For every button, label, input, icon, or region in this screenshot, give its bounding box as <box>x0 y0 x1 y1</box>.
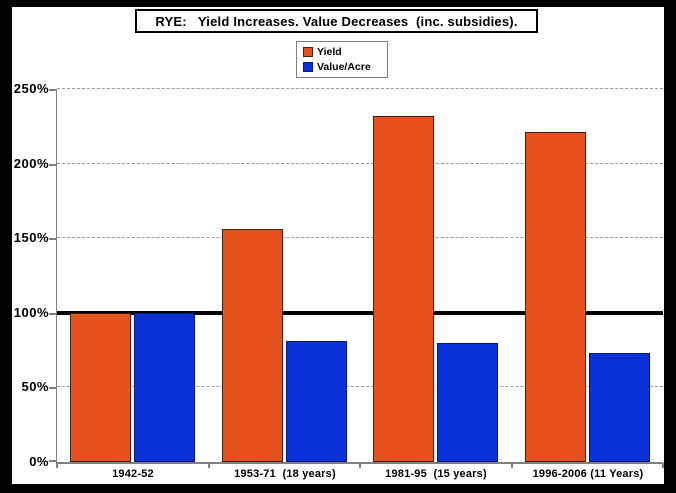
y-axis-label: 50% <box>21 379 49 395</box>
x-axis-tick <box>511 463 513 468</box>
y-axis-tick <box>49 387 57 390</box>
x-axis-tick <box>56 463 58 468</box>
x-axis-tick <box>662 463 664 468</box>
y-axis-tick <box>49 238 57 241</box>
y-axis-tick <box>49 163 57 166</box>
gridline <box>57 88 663 89</box>
bar-yield-3 <box>525 132 586 462</box>
gridline <box>57 237 663 239</box>
bar-value-acre-3 <box>589 353 650 462</box>
bar-value-acre-2 <box>437 343 498 462</box>
y-axis-label: 150% <box>13 230 49 246</box>
y-axis-tick <box>49 89 57 91</box>
y-axis-tick <box>49 460 57 462</box>
legend: Yield Value/Acre <box>296 41 388 78</box>
legend-swatch-value-acre <box>303 62 313 72</box>
y-axis-label: 250% <box>13 81 49 96</box>
gridline <box>57 386 663 388</box>
legend-item-yield: Yield <box>303 46 380 58</box>
x-axis-label: 1942-52 <box>112 468 154 480</box>
x-axis-label: 1981-95 (15 years) <box>385 468 487 480</box>
bar-yield-1 <box>222 229 283 462</box>
legend-swatch-yield <box>303 47 313 57</box>
bar-value-acre-0 <box>134 313 195 462</box>
legend-label-yield: Yield <box>317 46 342 58</box>
legend-item-value-acre: Value/Acre <box>303 61 380 73</box>
bar-value-acre-1 <box>286 341 347 462</box>
y-axis-label: 100% <box>13 304 49 320</box>
reference-line-100pct <box>57 310 663 315</box>
chart-canvas: RYE: Yield Increases. Value Decreases (i… <box>12 7 664 484</box>
x-axis-label: 1996-2006 (11 Years) <box>532 468 644 480</box>
x-axis-tick <box>359 463 361 468</box>
plot-area: 0% 50% 100% 150% 200% 250% 1942-52 1953-71 (18 … <box>14 81 664 480</box>
chart-title: RYE: Yield Increases. Value Decreases (i… <box>155 13 518 29</box>
legend-label-value-acre: Value/Acre <box>317 61 371 73</box>
bar-yield-0 <box>70 313 131 462</box>
gridline <box>57 162 663 164</box>
y-axis-label: 0% <box>29 454 49 469</box>
bar-yield-2 <box>373 116 434 462</box>
x-axis-label: 1953-71 (18 years) <box>234 468 336 480</box>
y-axis-tick <box>49 312 57 315</box>
y-axis-label: 200% <box>13 155 49 171</box>
chart-title-box: RYE: Yield Increases. Value Decreases (i… <box>135 9 538 33</box>
x-axis-tick <box>208 463 210 468</box>
